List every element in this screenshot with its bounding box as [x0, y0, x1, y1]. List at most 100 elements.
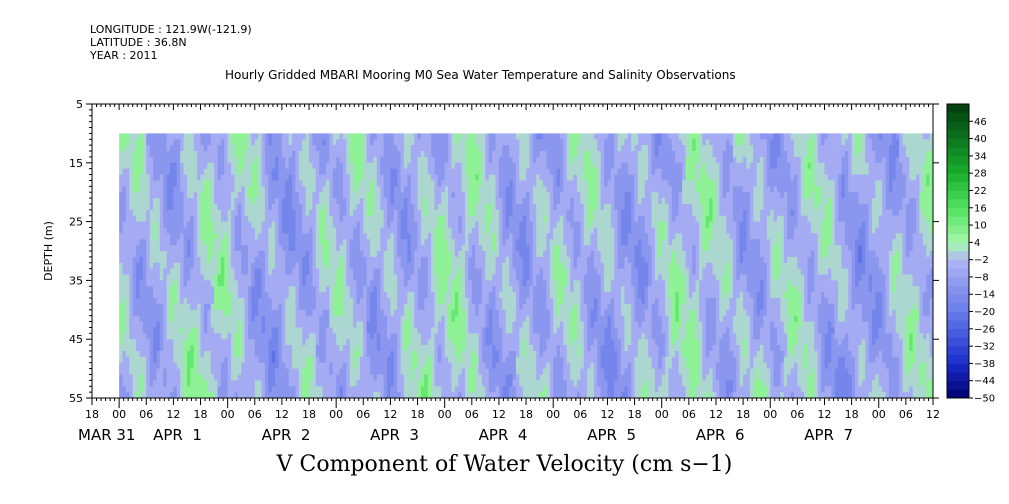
heatmap-cell — [129, 374, 134, 381]
heatmap-cell — [471, 256, 476, 264]
heatmap-cell — [295, 333, 300, 340]
heatmap-cell — [142, 298, 147, 305]
heatmap-cell — [224, 392, 229, 399]
heatmap-cell — [329, 362, 334, 369]
heatmap-cell — [454, 174, 459, 181]
heatmap-cell — [475, 168, 479, 175]
heatmap-cell — [481, 192, 486, 199]
heatmap-cell — [231, 192, 235, 199]
heatmap-cell — [315, 239, 320, 246]
heatmap-cell — [342, 139, 347, 146]
heatmap-cell — [295, 280, 300, 287]
heatmap-cell — [305, 221, 310, 228]
heatmap-cell — [363, 209, 368, 217]
heatmap-cell — [146, 345, 151, 352]
heatmap-cell — [122, 139, 127, 146]
heatmap-cell — [407, 374, 412, 381]
heatmap-cell — [390, 203, 395, 211]
heatmap-cell — [451, 368, 456, 375]
heatmap-cell — [210, 174, 215, 181]
heatmap-cell — [475, 386, 479, 393]
heatmap-cell — [373, 280, 378, 287]
heatmap-cell — [356, 268, 361, 275]
heatmap-cell — [231, 392, 235, 399]
heatmap-cell — [217, 392, 222, 399]
heatmap-cell — [373, 174, 378, 181]
heatmap-cell — [305, 209, 310, 217]
heatmap-cell — [309, 192, 313, 199]
heatmap-cell — [275, 168, 279, 175]
heatmap-cell — [444, 350, 449, 358]
heatmap-cell — [393, 350, 398, 358]
heatmap-cell — [197, 192, 201, 199]
heatmap-cell — [136, 345, 140, 352]
heatmap-cell — [234, 156, 239, 164]
heatmap-cell — [285, 362, 290, 369]
heatmap-cell — [210, 274, 215, 281]
heatmap-cell — [407, 156, 412, 164]
heatmap-cell — [346, 392, 351, 399]
heatmap-cell — [285, 151, 290, 158]
heatmap-cell — [247, 245, 252, 252]
heatmap-cell — [119, 180, 123, 187]
heatmap-cell — [373, 139, 378, 146]
heatmap-cell — [407, 215, 412, 222]
heatmap-cell — [437, 286, 442, 293]
heatmap-cell — [400, 145, 405, 152]
heatmap-cell — [370, 262, 374, 270]
heatmap-cell — [380, 239, 385, 246]
heatmap-cell — [356, 315, 361, 322]
heatmap-cell — [342, 280, 347, 287]
heatmap-cell — [325, 368, 330, 375]
heatmap-cell — [370, 339, 374, 346]
heatmap-cell — [417, 368, 422, 375]
heatmap-cell — [146, 274, 151, 281]
heatmap-cell — [207, 321, 212, 328]
heatmap-cell — [251, 180, 256, 187]
heatmap-cell — [247, 392, 252, 399]
heatmap-cell — [129, 156, 134, 164]
heatmap-cell — [393, 298, 398, 305]
heatmap-cell — [458, 268, 463, 275]
heatmap-cell — [478, 233, 483, 240]
heatmap-cell — [465, 280, 469, 287]
heatmap-cell — [458, 298, 463, 305]
heatmap-cell — [180, 221, 184, 228]
heatmap-cell — [285, 315, 290, 322]
heatmap-cell — [359, 227, 364, 234]
heatmap-cell — [132, 174, 137, 181]
heatmap-cell — [376, 350, 381, 358]
heatmap-cell — [481, 215, 486, 222]
heatmap-cell — [359, 327, 364, 334]
heatmap-cell — [475, 133, 479, 140]
heatmap-cell — [332, 362, 337, 369]
heatmap-cell — [231, 368, 235, 375]
heatmap-cell — [275, 151, 279, 158]
heatmap-cell — [309, 156, 313, 164]
heatmap-cell — [251, 251, 256, 258]
heatmap-cell — [258, 380, 262, 387]
heatmap-cell — [159, 380, 164, 387]
heatmap-cell — [410, 174, 415, 181]
heatmap-cell — [244, 321, 249, 328]
heatmap-cell — [336, 327, 340, 334]
heatmap-cell — [329, 145, 334, 152]
heatmap-cell — [166, 245, 171, 252]
heatmap-cell — [420, 233, 425, 240]
heatmap-cell — [190, 256, 195, 264]
heatmap-cell — [302, 145, 307, 152]
heatmap-cell — [254, 256, 259, 264]
heatmap-cell — [278, 133, 283, 140]
heatmap-cell — [329, 327, 334, 334]
heatmap-cell — [227, 327, 232, 334]
heatmap-cell — [424, 350, 429, 358]
heatmap-cell — [295, 327, 300, 334]
heatmap-cell — [417, 239, 422, 246]
heatmap-cell — [295, 356, 300, 364]
heatmap-cell — [254, 198, 259, 205]
heatmap-cell — [210, 356, 215, 364]
heatmap-cell — [237, 162, 242, 170]
heatmap-cell — [376, 274, 381, 281]
heatmap-cell — [461, 233, 466, 240]
heatmap-cell — [336, 374, 340, 381]
